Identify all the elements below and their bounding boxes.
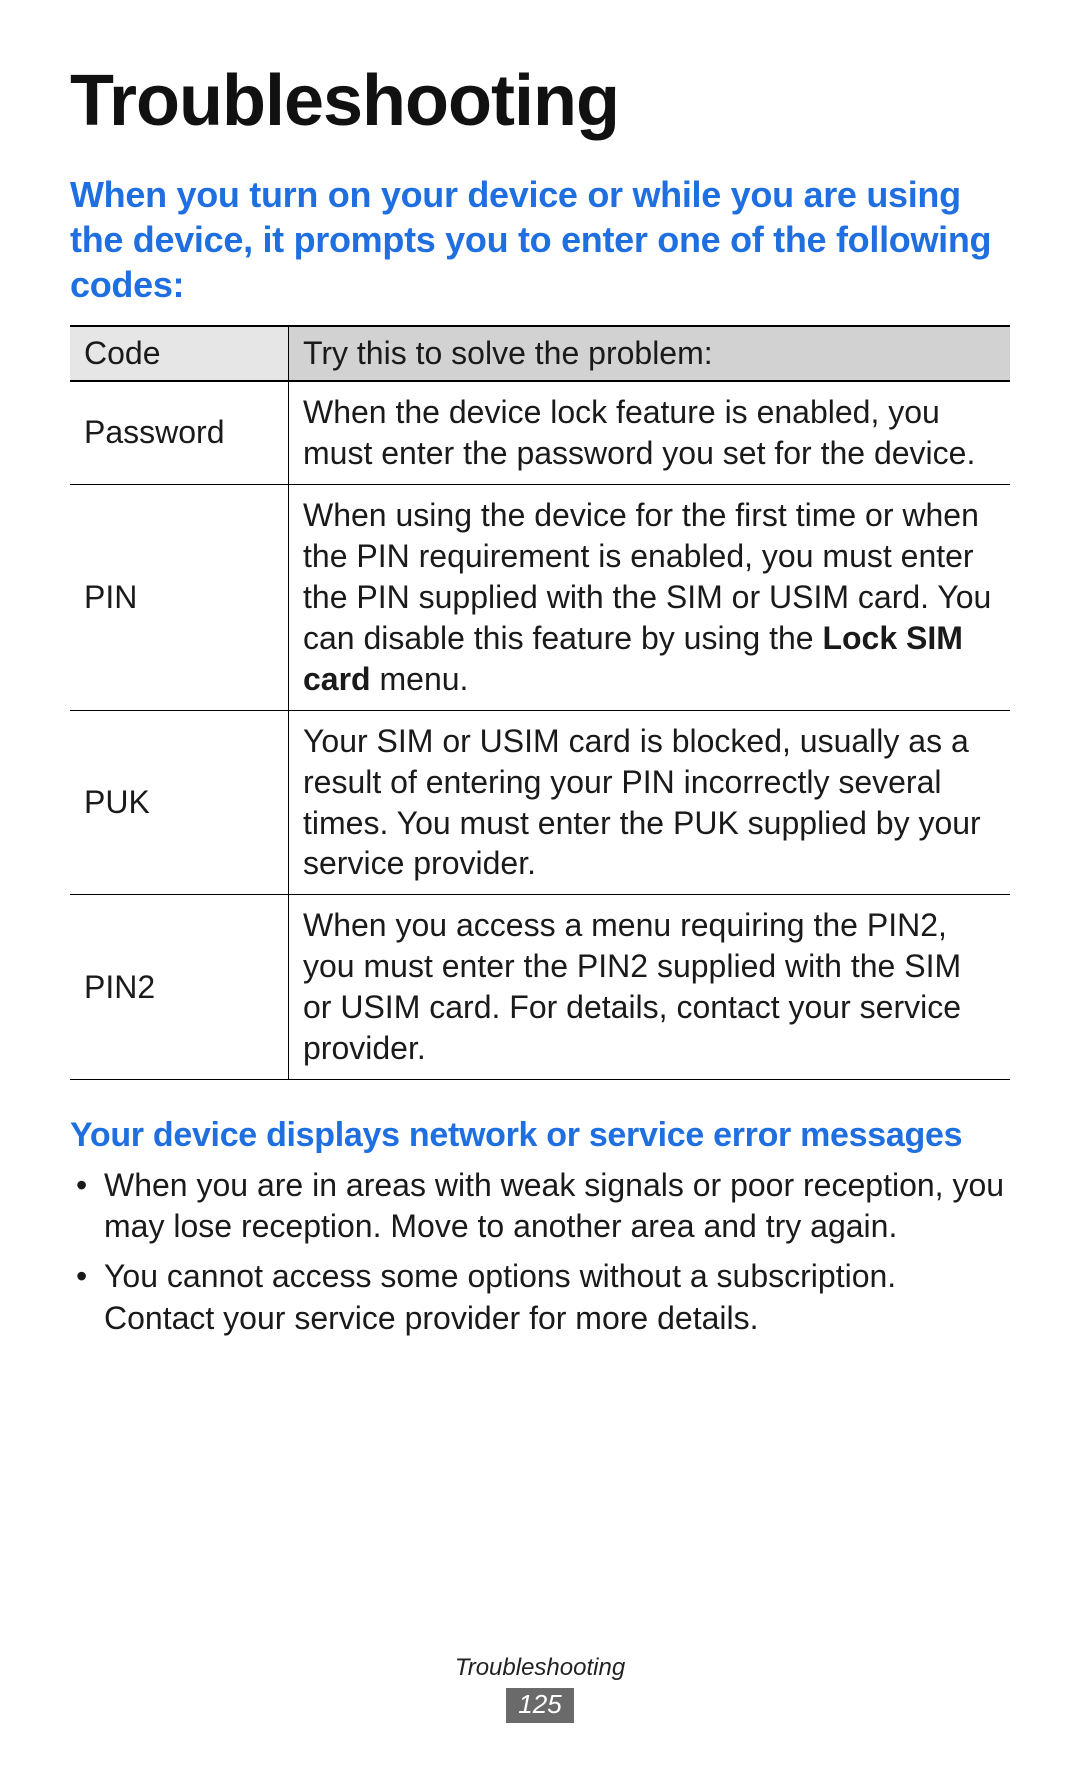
table-row: PUK Your SIM or USIM card is blocked, us… bbox=[70, 710, 1010, 895]
table-row: PIN2 When you access a menu requiring th… bbox=[70, 895, 1010, 1080]
document-page: Troubleshooting When you turn on your de… bbox=[0, 0, 1080, 1771]
code-cell: PUK bbox=[70, 710, 289, 895]
code-cell: PIN bbox=[70, 484, 289, 710]
desc-cell: Your SIM or USIM card is blocked, usuall… bbox=[289, 710, 1011, 895]
section-heading-network: Your device displays network or service … bbox=[70, 1114, 1010, 1157]
desc-cell: When using the device for the first time… bbox=[289, 484, 1011, 710]
page-footer: Troubleshooting 125 bbox=[0, 1654, 1080, 1723]
table-row: Password When the device lock feature is… bbox=[70, 381, 1010, 484]
code-cell: PIN2 bbox=[70, 895, 289, 1080]
code-cell: Password bbox=[70, 381, 289, 484]
section-heading-codes: When you turn on your device or while yo… bbox=[70, 172, 1010, 307]
bullet-list: When you are in areas with weak signals … bbox=[70, 1165, 1010, 1347]
table-row: PIN When using the device for the first … bbox=[70, 484, 1010, 710]
page-number-badge: 125 bbox=[506, 1688, 573, 1723]
list-item: When you are in areas with weak signals … bbox=[70, 1165, 1010, 1256]
table-header-row: Code Try this to solve the problem: bbox=[70, 326, 1010, 381]
desc-cell: When you access a menu requiring the PIN… bbox=[289, 895, 1011, 1080]
table-header-code: Code bbox=[70, 326, 289, 381]
page-title: Troubleshooting bbox=[70, 60, 1010, 142]
table-header-desc: Try this to solve the problem: bbox=[289, 326, 1011, 381]
desc-text-post: menu. bbox=[371, 661, 469, 697]
desc-cell: When the device lock feature is enabled,… bbox=[289, 381, 1011, 484]
list-item: You cannot access some options without a… bbox=[70, 1256, 1010, 1347]
footer-section-label: Troubleshooting bbox=[0, 1654, 1080, 1682]
codes-table: Code Try this to solve the problem: Pass… bbox=[70, 325, 1010, 1080]
